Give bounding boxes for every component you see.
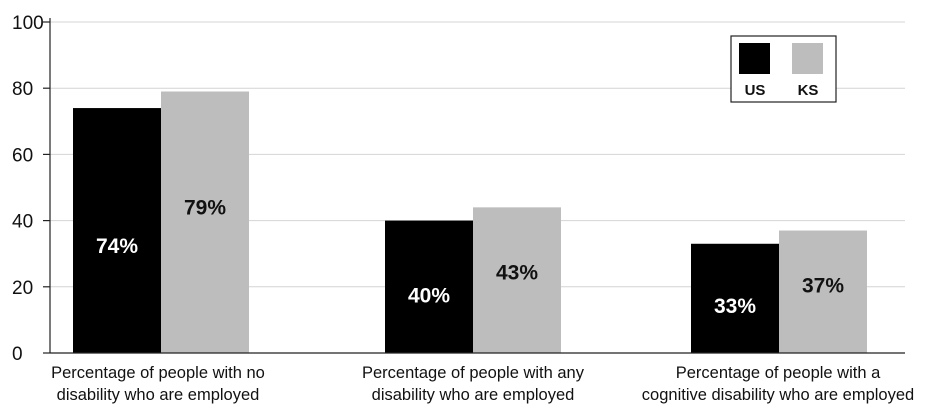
x-axis: Percentage of people with no disability w…: [50, 352, 914, 404]
y-tick-label: 0: [12, 344, 23, 365]
legend-label-us: US: [745, 82, 766, 99]
bar-us-2: [691, 243, 779, 353]
bar-ks-0: [161, 91, 249, 353]
bar-ks-1: [473, 207, 561, 353]
bar-us-1: [385, 220, 473, 353]
data-label: 40%: [408, 285, 450, 308]
data-label: 74%: [96, 235, 138, 258]
bar-ks-2: [779, 230, 867, 353]
x-category-label: disability who are employed: [57, 386, 260, 404]
y-tick-label: 60: [12, 145, 33, 166]
legend-swatch-ks: [792, 43, 823, 74]
x-category-label: Percentage of people with any: [362, 364, 585, 382]
y-axis: 0 20 40 60 80 100: [12, 13, 51, 365]
x-category-label: disability who are employed: [372, 386, 575, 404]
data-label: 79%: [184, 197, 226, 220]
x-category-label: Percentage of people with a: [676, 364, 881, 382]
data-label: 33%: [714, 295, 756, 318]
bar-us-0: [73, 108, 161, 353]
x-category-label: cognitive disability who are employed: [642, 386, 914, 404]
y-tick-label: 40: [12, 212, 33, 233]
y-tick-label: 80: [12, 79, 33, 100]
bars: 74% 40% 33% 79% 43% 37%: [73, 91, 867, 353]
x-category-label: Percentage of people with no: [51, 364, 265, 382]
legend: US KS: [730, 35, 837, 103]
legend-label-ks: KS: [798, 82, 819, 99]
legend-swatch-us: [739, 43, 770, 74]
data-label: 43%: [496, 261, 538, 284]
y-tick-label: 100: [12, 13, 44, 34]
data-label: 37%: [802, 274, 844, 297]
y-tick-label: 20: [12, 278, 33, 299]
